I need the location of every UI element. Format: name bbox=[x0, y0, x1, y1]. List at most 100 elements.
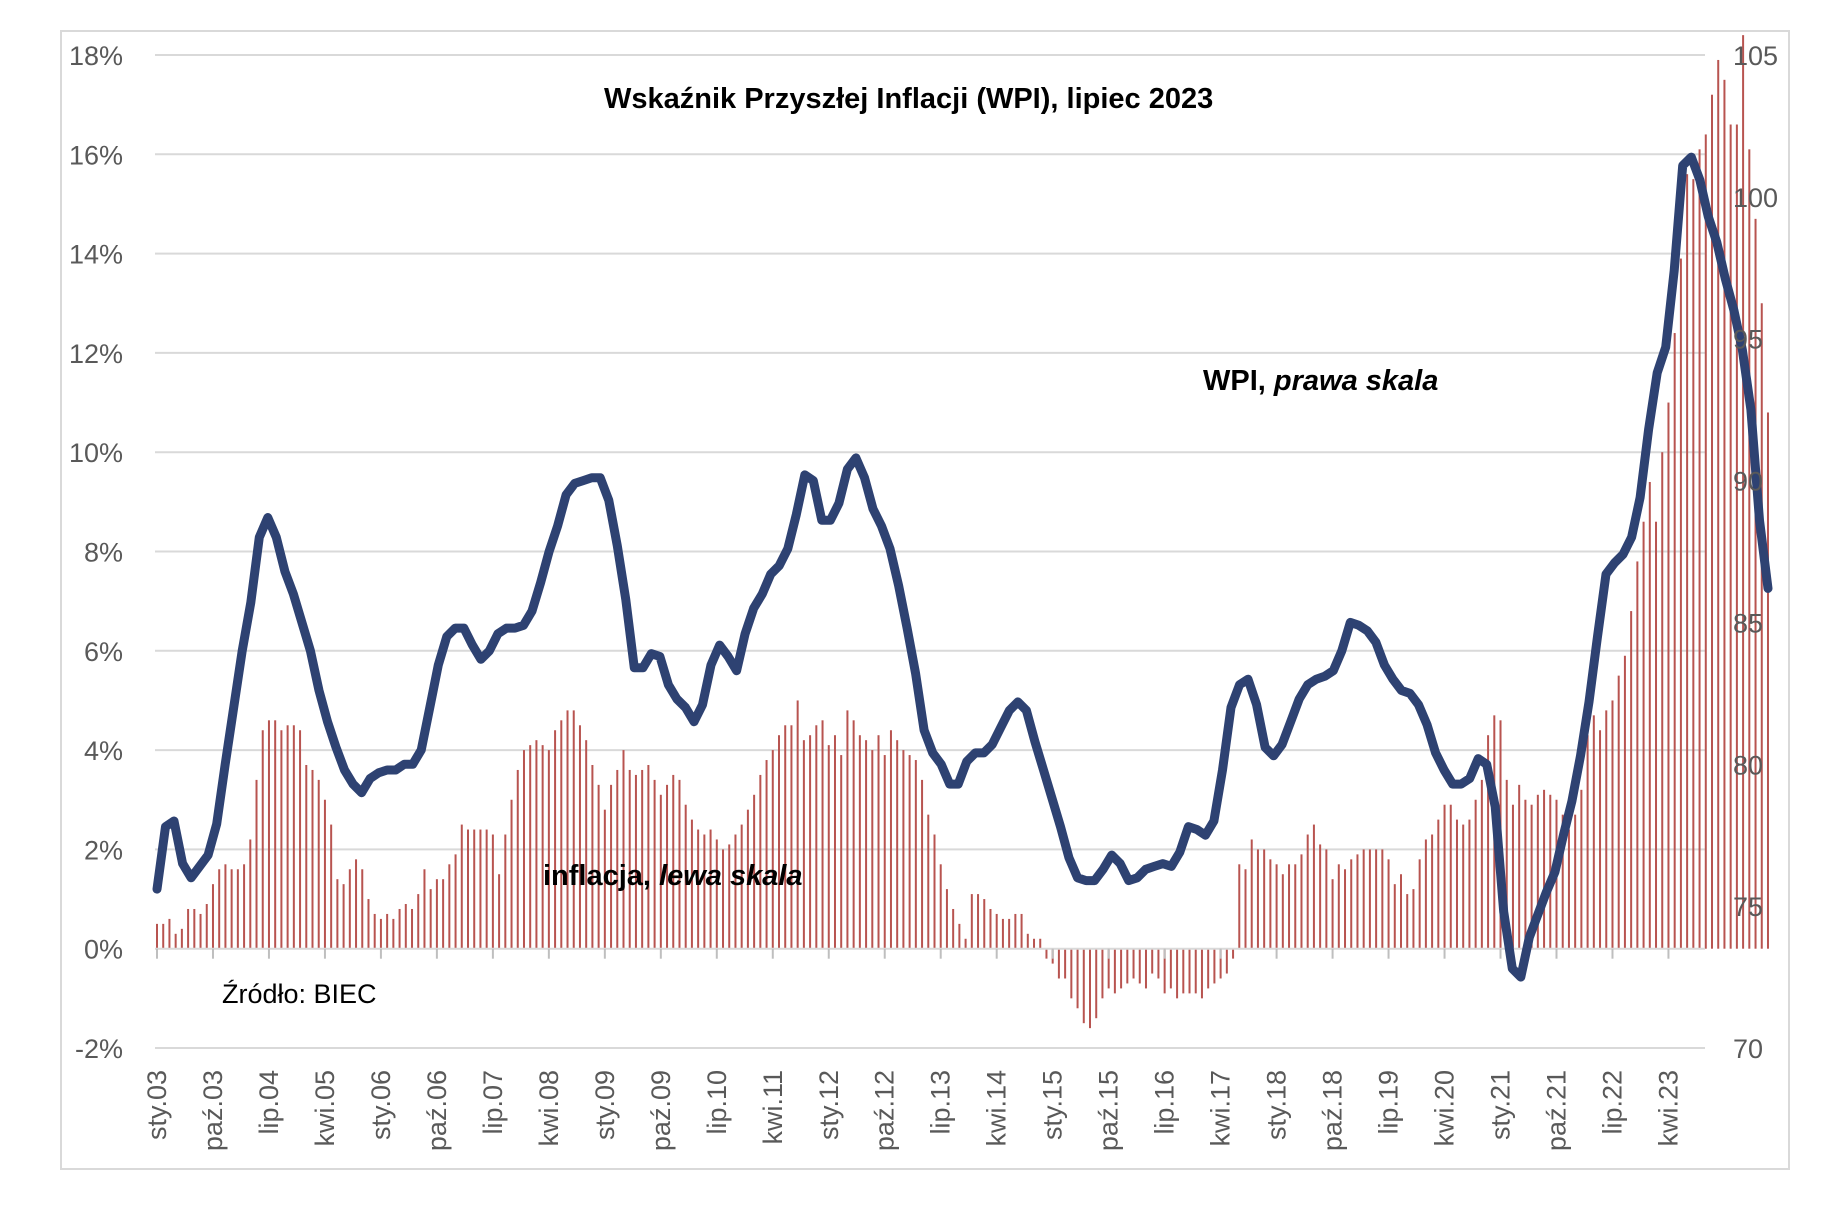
inflation-bar bbox=[1026, 933, 1029, 949]
inflation-bar bbox=[1455, 819, 1458, 949]
inflation-bar bbox=[1045, 948, 1048, 959]
inflation-bar bbox=[921, 779, 924, 949]
inflation-bar bbox=[1381, 849, 1384, 949]
inflation-bar bbox=[236, 869, 239, 949]
inflation-bar bbox=[740, 824, 743, 949]
inflation-bar bbox=[504, 834, 507, 949]
inflation-bar bbox=[1362, 849, 1365, 949]
x-tick-label: sty.06 bbox=[366, 1070, 396, 1140]
inflation-bar bbox=[1250, 839, 1253, 949]
inflation-bar bbox=[1319, 844, 1322, 949]
inflation-bar bbox=[516, 769, 519, 949]
inflation-bar bbox=[995, 913, 998, 949]
inflation-bar bbox=[815, 725, 818, 949]
inflation-bar bbox=[1356, 854, 1359, 949]
x-tick-label: lip.22 bbox=[1597, 1070, 1627, 1135]
inflation-bar bbox=[908, 755, 911, 949]
x-tick-label: sty.18 bbox=[1262, 1070, 1292, 1140]
x-tick-label: kwi.23 bbox=[1653, 1070, 1683, 1147]
inflation-bar bbox=[1617, 675, 1620, 949]
x-tick-label: sty.21 bbox=[1486, 1070, 1516, 1140]
inflation-bar bbox=[1070, 948, 1073, 999]
inflation-bar bbox=[616, 769, 619, 949]
inflation-bar bbox=[392, 918, 395, 949]
inflation-bar bbox=[1530, 804, 1533, 949]
inflation-bar bbox=[162, 923, 165, 949]
inflation-bar bbox=[809, 735, 812, 949]
inflation-bar bbox=[641, 769, 644, 949]
inflation-bar bbox=[411, 908, 414, 949]
wpi-annotation: WPI, prawa skala bbox=[1203, 365, 1438, 397]
inflation-bar bbox=[187, 908, 190, 949]
inflation-bar bbox=[1014, 913, 1017, 949]
left-tick-label: 8% bbox=[84, 538, 123, 568]
inflation-bar bbox=[1225, 948, 1228, 974]
inflation-bar bbox=[610, 784, 613, 949]
inflation-bar bbox=[1611, 700, 1614, 949]
inflation-bar bbox=[1686, 174, 1689, 949]
inflation-bar bbox=[697, 829, 700, 949]
inflation-bar bbox=[168, 918, 171, 949]
inflation-bar bbox=[653, 779, 656, 949]
inflation-bar bbox=[734, 834, 737, 949]
inflation-bars bbox=[156, 35, 1769, 1029]
zero-axis bbox=[155, 947, 1705, 959]
inflation-bar bbox=[753, 794, 756, 949]
inflation-bar bbox=[1238, 864, 1241, 949]
inflation-bar bbox=[1511, 804, 1514, 949]
left-tick-label: 18% bbox=[69, 41, 123, 71]
wpi-annotation-main: WPI, bbox=[1203, 365, 1274, 397]
inflation-bar bbox=[1698, 149, 1701, 949]
x-tick-label: sty.15 bbox=[1038, 1070, 1068, 1140]
inflation-bar bbox=[1567, 829, 1570, 949]
inflation-bar bbox=[1400, 874, 1402, 949]
inflation-bar bbox=[1095, 948, 1098, 1019]
left-tick-label: 4% bbox=[84, 736, 123, 766]
inflation-bar bbox=[205, 904, 208, 949]
inflation-bar bbox=[485, 829, 488, 949]
inflation-bar bbox=[1543, 789, 1546, 949]
inflation-bar bbox=[1331, 879, 1334, 949]
inflation-bar bbox=[622, 750, 625, 949]
inflation-bar bbox=[554, 730, 557, 949]
inflation-bar bbox=[1387, 859, 1390, 949]
inflation-bar bbox=[1692, 179, 1695, 949]
inflation-bar bbox=[977, 894, 980, 949]
inflation-bar bbox=[659, 794, 662, 949]
inflation-bar bbox=[1742, 35, 1745, 949]
inflation-annotation: inflacja, lewa skala bbox=[543, 860, 803, 892]
inflation-bar bbox=[709, 829, 712, 949]
inflation-bar bbox=[746, 809, 749, 949]
inflation-bar bbox=[690, 819, 693, 949]
inflation-bar bbox=[1704, 134, 1707, 949]
inflation-bar bbox=[174, 933, 177, 949]
x-tick-label: paź.18 bbox=[1318, 1070, 1348, 1151]
inflation-bar bbox=[423, 869, 426, 949]
inflation-bar bbox=[597, 784, 600, 949]
inflation-bar bbox=[1200, 948, 1203, 999]
inflation-bar bbox=[1487, 735, 1490, 949]
inflation-bar bbox=[1213, 948, 1216, 984]
wpi-annotation-italic: prawa skala bbox=[1273, 365, 1438, 397]
inflation-bar bbox=[1711, 94, 1713, 949]
inflation-bar bbox=[603, 809, 606, 949]
right-tick-label: 85 bbox=[1733, 608, 1763, 638]
inflation-bar bbox=[902, 750, 905, 949]
inflation-bar bbox=[945, 889, 948, 949]
inflation-bar bbox=[1194, 948, 1197, 994]
inflation-bar bbox=[1120, 948, 1123, 989]
inflation-bar bbox=[305, 764, 308, 949]
inflation-bar bbox=[1655, 521, 1658, 949]
inflation-bar bbox=[1033, 938, 1036, 949]
inflation-bar bbox=[728, 844, 731, 949]
inflation-bar bbox=[498, 874, 501, 949]
right-tick-label: 75 bbox=[1733, 892, 1763, 922]
inflation-bar bbox=[1375, 849, 1378, 949]
inflation-bar bbox=[435, 879, 438, 949]
inflation-bar bbox=[1020, 913, 1023, 949]
inflation-bar bbox=[722, 849, 725, 949]
inflation-bar bbox=[230, 869, 233, 949]
inflation-bar bbox=[156, 923, 158, 949]
inflation-bar bbox=[715, 839, 718, 949]
